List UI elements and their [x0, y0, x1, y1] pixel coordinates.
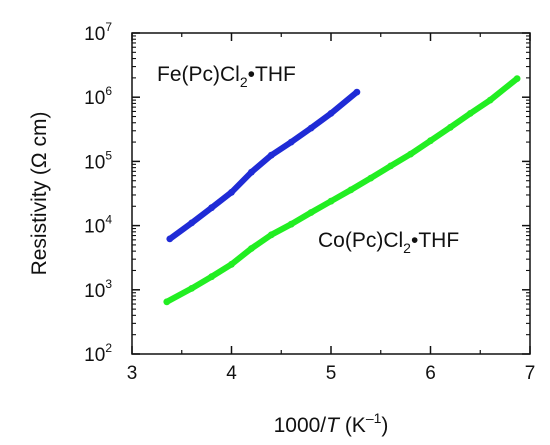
- data-point: [387, 162, 395, 170]
- x-tick-label: 4: [226, 363, 237, 384]
- data-point: [228, 260, 235, 268]
- data-point: [248, 245, 255, 252]
- data-point: [307, 124, 315, 132]
- data-point: [188, 219, 196, 227]
- x-axis-title: 1000/T (K–1): [274, 410, 389, 437]
- data-point: [208, 273, 216, 281]
- data-point: [267, 151, 275, 159]
- y-tick-label: 103: [84, 277, 112, 302]
- data-point: [407, 150, 414, 158]
- data-point: [466, 110, 474, 117]
- data-point: [353, 88, 361, 96]
- axis-ticks: [131, 32, 531, 355]
- data-point: [347, 186, 355, 194]
- data-point: [287, 220, 295, 228]
- data-point: [327, 197, 335, 205]
- data-point: [486, 96, 494, 104]
- series-1: [163, 75, 521, 306]
- x-tick-label: 6: [425, 363, 436, 384]
- y-tick-label: 104: [84, 213, 112, 238]
- series-layer: [163, 75, 521, 306]
- series-label-0: Fe(Pc)Cl2•THF: [157, 63, 296, 90]
- y-tick-label: 105: [84, 148, 112, 173]
- y-tick-label: 107: [84, 20, 112, 45]
- data-point: [208, 204, 216, 212]
- y-tick-label: 102: [84, 341, 112, 366]
- x-tick-label: 5: [326, 363, 337, 384]
- data-point: [267, 231, 275, 239]
- data-point: [327, 110, 335, 117]
- y-tick-label: 106: [84, 84, 112, 109]
- data-point: [447, 123, 454, 131]
- x-tick-label: 7: [525, 363, 536, 384]
- chart-labels: 3 4 5 6 7 102 103 104 105 106 107 Fe(Pc)Cl2•THF Co(P…: [28, 20, 535, 437]
- data-point: [166, 235, 174, 243]
- series-line: [163, 75, 521, 305]
- data-point: [287, 138, 295, 146]
- data-point: [307, 209, 315, 216]
- data-point: [163, 298, 171, 306]
- series-label-1: Co(Pc)Cl2•THF: [318, 229, 459, 256]
- series-line: [166, 89, 360, 242]
- data-point: [427, 137, 434, 145]
- data-point: [228, 188, 235, 196]
- data-point: [248, 168, 255, 176]
- y-axis-title: Resistivity (Ω cm): [28, 112, 51, 276]
- data-point: [188, 285, 196, 292]
- data-point: [513, 75, 521, 82]
- data-point: [367, 174, 375, 182]
- series-0: [166, 88, 361, 243]
- x-tick-label: 3: [127, 363, 138, 384]
